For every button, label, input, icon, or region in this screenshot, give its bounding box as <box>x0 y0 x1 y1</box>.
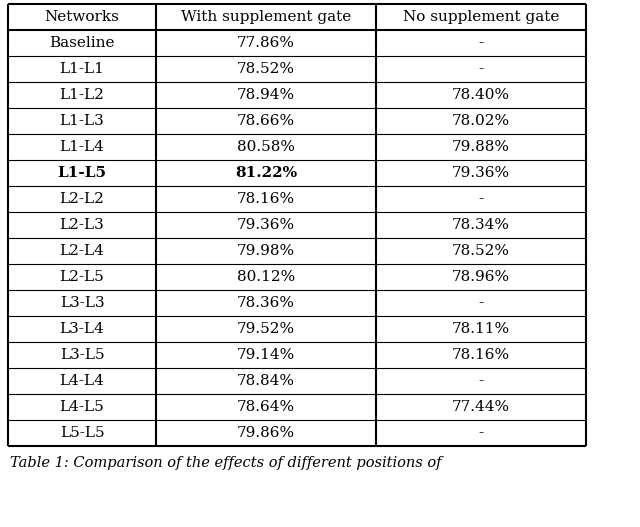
Text: 78.02%: 78.02% <box>452 114 510 128</box>
Text: Table 1: Comparison of the effects of different positions of: Table 1: Comparison of the effects of di… <box>10 456 442 470</box>
Text: L2-L4: L2-L4 <box>60 244 104 258</box>
Text: 78.66%: 78.66% <box>237 114 295 128</box>
Text: 78.34%: 78.34% <box>452 218 510 232</box>
Text: L1-L2: L1-L2 <box>60 88 104 102</box>
Text: L5-L5: L5-L5 <box>60 426 104 440</box>
Text: 78.94%: 78.94% <box>237 88 295 102</box>
Text: 78.52%: 78.52% <box>452 244 510 258</box>
Text: With supplement gate: With supplement gate <box>181 10 351 24</box>
Text: 78.16%: 78.16% <box>452 348 510 362</box>
Text: 79.86%: 79.86% <box>237 426 295 440</box>
Text: 79.14%: 79.14% <box>237 348 295 362</box>
Text: 79.98%: 79.98% <box>237 244 295 258</box>
Text: L1-L5: L1-L5 <box>58 166 106 180</box>
Text: Networks: Networks <box>45 10 120 24</box>
Text: L1-L4: L1-L4 <box>60 140 104 154</box>
Text: L1-L1: L1-L1 <box>60 62 104 76</box>
Text: -: - <box>479 374 484 388</box>
Text: 78.40%: 78.40% <box>452 88 510 102</box>
Text: 78.16%: 78.16% <box>237 192 295 206</box>
Text: 78.64%: 78.64% <box>237 400 295 414</box>
Text: 81.22%: 81.22% <box>235 166 297 180</box>
Text: 77.44%: 77.44% <box>452 400 510 414</box>
Text: L2-L5: L2-L5 <box>60 270 104 284</box>
Text: 78.36%: 78.36% <box>237 296 295 310</box>
Text: 78.52%: 78.52% <box>237 62 295 76</box>
Text: 79.52%: 79.52% <box>237 322 295 336</box>
Text: L4-L4: L4-L4 <box>60 374 104 388</box>
Text: -: - <box>479 192 484 206</box>
Text: 79.36%: 79.36% <box>452 166 510 180</box>
Text: -: - <box>479 62 484 76</box>
Text: 78.96%: 78.96% <box>452 270 510 284</box>
Text: -: - <box>479 36 484 50</box>
Text: 80.58%: 80.58% <box>237 140 295 154</box>
Text: Baseline: Baseline <box>49 36 115 50</box>
Text: L2-L2: L2-L2 <box>60 192 104 206</box>
Text: 79.36%: 79.36% <box>237 218 295 232</box>
Text: 79.88%: 79.88% <box>452 140 510 154</box>
Text: L1-L3: L1-L3 <box>60 114 104 128</box>
Text: 77.86%: 77.86% <box>237 36 295 50</box>
Text: 78.11%: 78.11% <box>452 322 510 336</box>
Text: -: - <box>479 426 484 440</box>
Text: L3-L3: L3-L3 <box>60 296 104 310</box>
Text: L2-L3: L2-L3 <box>60 218 104 232</box>
Text: L3-L4: L3-L4 <box>60 322 104 336</box>
Text: L4-L5: L4-L5 <box>60 400 104 414</box>
Text: 78.84%: 78.84% <box>237 374 295 388</box>
Text: -: - <box>479 296 484 310</box>
Text: 80.12%: 80.12% <box>237 270 295 284</box>
Text: L3-L5: L3-L5 <box>60 348 104 362</box>
Text: No supplement gate: No supplement gate <box>403 10 559 24</box>
